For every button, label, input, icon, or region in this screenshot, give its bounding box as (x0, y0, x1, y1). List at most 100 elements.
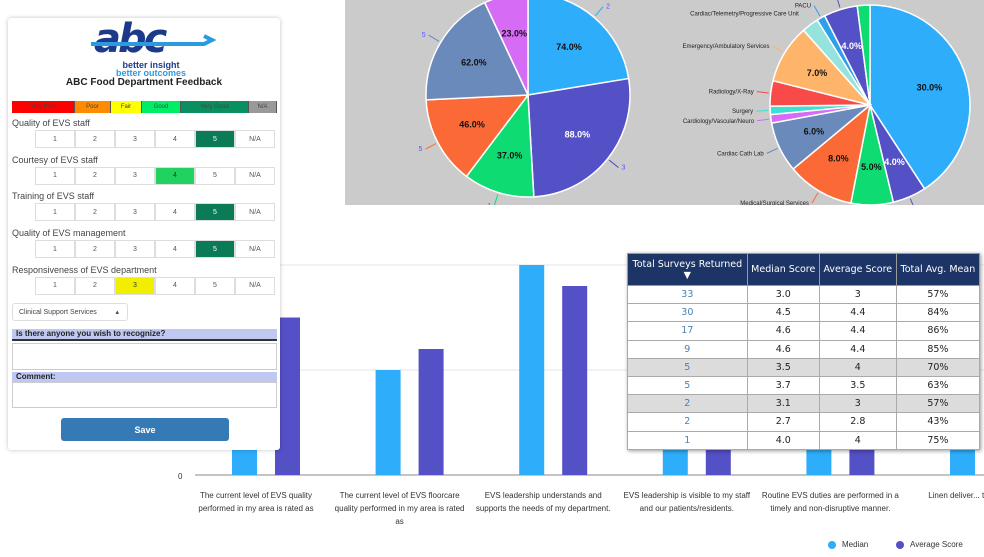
rating-option[interactable]: 5 (195, 166, 235, 185)
table-cell: 3.7 (746, 375, 820, 396)
comment-textarea[interactable] (12, 382, 277, 408)
legend-median[interactable]: Median (828, 540, 868, 549)
rating-option[interactable]: 4 (155, 166, 195, 185)
dropdown-value: Clinical Support Services (19, 309, 97, 316)
pie-slice[interactable] (856, 4, 871, 106)
bar-median[interactable] (232, 449, 257, 475)
column-header[interactable]: Average Score (818, 253, 897, 286)
department-dropdown[interactable]: Clinical Support Services ▴ (12, 303, 128, 321)
rating-option[interactable]: 2 (75, 203, 115, 222)
rating-option[interactable]: N/A (235, 166, 275, 185)
feedback-form: abc better insight better outcomes ABC F… (8, 16, 280, 450)
sort-desc-icon[interactable]: ▼ (683, 269, 691, 281)
table-row[interactable]: 30 4.5 4.4 84% (627, 303, 981, 323)
table-row[interactable]: 17 4.6 4.4 86% (627, 321, 981, 341)
pie-slice[interactable] (527, 0, 630, 96)
slice-label: 4.0% (884, 157, 905, 167)
bar-median[interactable] (375, 370, 401, 475)
leader-line (756, 109, 769, 112)
table-row[interactable]: 5 3.7 3.5 63% (627, 375, 981, 396)
survey-table: Total Surveys Returned ▼ Median Score Avera… (627, 253, 981, 450)
table-row[interactable]: 5 3.5 4 70% (627, 357, 981, 377)
column-header[interactable]: Median Score (746, 253, 820, 286)
bar-average-score[interactable] (849, 449, 875, 475)
rating-option[interactable]: 2 (75, 166, 115, 185)
table-cell: 4.4 (818, 339, 897, 359)
pie-slice[interactable] (792, 103, 872, 205)
header-text: Median Score (751, 264, 816, 275)
table-cell: 57% (895, 394, 981, 414)
table-cell: 4.4 (818, 321, 897, 341)
legend-label: Average Score (910, 540, 963, 549)
rating-option[interactable]: 3 (115, 240, 155, 259)
recognize-textarea[interactable] (12, 343, 277, 370)
rating-option[interactable]: N/A (235, 203, 275, 222)
pie-slice[interactable] (465, 92, 535, 198)
rating-option[interactable]: 2 (75, 276, 115, 295)
rating-option[interactable]: 4 (155, 240, 195, 259)
table-cell: 43% (895, 412, 981, 432)
bar-median[interactable] (806, 449, 832, 475)
rating-buttons: 1 2 3 4 5 N/A (35, 276, 275, 295)
table-cell: 17 (627, 321, 748, 341)
rating-buttons: 1 2 3 4 5 N/A (35, 203, 275, 222)
bar-average-score[interactable] (705, 449, 731, 475)
rating-option[interactable]: 4 (155, 203, 195, 222)
pie-charts-panel: 74.0% 2 88.0% 3 37.0% 1 46.0% 5 62.0% 5 23.0% 30.0%… (345, 0, 984, 205)
rating-option[interactable]: 1 (35, 166, 75, 185)
pie-slice[interactable] (425, 1, 530, 101)
rating-option[interactable]: N/A (235, 130, 275, 148)
legend-average[interactable]: Average Score (896, 540, 963, 549)
rating-option[interactable]: 2 (75, 130, 115, 148)
scale-verypoor: Very Poor (12, 101, 75, 113)
tagline-1: better insight (122, 60, 180, 70)
rating-option[interactable]: N/A (235, 276, 275, 295)
rating-option[interactable]: 5 (195, 276, 235, 295)
rating-option[interactable]: 1 (35, 130, 75, 148)
svg-text:abc: abc (94, 20, 168, 56)
table-row[interactable]: 2 2.7 2.8 43% (627, 412, 981, 432)
bar-median[interactable] (950, 449, 975, 475)
rating-option[interactable]: 4 (155, 130, 195, 148)
rating-option[interactable]: 3 (115, 166, 155, 185)
rating-option[interactable]: 2 (75, 240, 115, 259)
table-cell: 9 (627, 339, 748, 359)
bar-average-score[interactable] (418, 349, 444, 475)
rating-option[interactable]: 3 (115, 130, 155, 148)
column-header[interactable]: Total Surveys Returned ▼ (627, 253, 748, 286)
rating-option[interactable]: 1 (35, 276, 75, 295)
rating-option[interactable]: 1 (35, 203, 75, 222)
rating-option[interactable]: 3 (115, 203, 155, 222)
scale-na: N/A (249, 101, 277, 113)
bar-median[interactable] (519, 265, 545, 475)
column-header[interactable]: Total Avg. Mean (895, 253, 981, 286)
rating-buttons: 1 2 3 4 5 N/A (35, 166, 275, 185)
rating-option[interactable]: N/A (235, 240, 275, 259)
rating-option[interactable]: 4 (155, 276, 195, 295)
pie-slice[interactable] (527, 77, 631, 198)
table-row[interactable]: 33 3.0 3 57% (627, 284, 981, 305)
pie-slice[interactable] (483, 0, 529, 96)
rating-option[interactable]: 1 (35, 240, 75, 259)
bar-average-score[interactable] (562, 286, 588, 475)
x-axis-label: Routine EVS duties are performed in a ti… (761, 491, 899, 513)
table-row[interactable]: 2 3.1 3 57% (627, 394, 981, 414)
table-cell: 30 (627, 303, 748, 323)
rating-option[interactable]: 3 (115, 276, 155, 295)
table-cell: 4.5 (746, 303, 820, 323)
pie-slice[interactable] (425, 94, 530, 178)
leader-line (756, 91, 769, 94)
table-row[interactable]: 9 4.6 4.4 85% (627, 339, 981, 359)
leader-line (813, 5, 821, 17)
rating-option[interactable]: 5 (195, 240, 235, 259)
rating-option[interactable]: 5 (195, 130, 235, 148)
leader-line (494, 194, 499, 205)
table-cell: 4.0 (746, 430, 820, 450)
table-cell: 3.1 (746, 394, 820, 414)
save-button[interactable]: Save (61, 418, 229, 441)
bar-median[interactable] (662, 449, 688, 475)
rating-option[interactable]: 5 (195, 203, 235, 222)
slice-name: Cardiac Cath Lab (717, 151, 764, 157)
table-cell: 63% (895, 375, 981, 396)
table-row[interactable]: 1 4.0 4 75% (627, 430, 981, 450)
